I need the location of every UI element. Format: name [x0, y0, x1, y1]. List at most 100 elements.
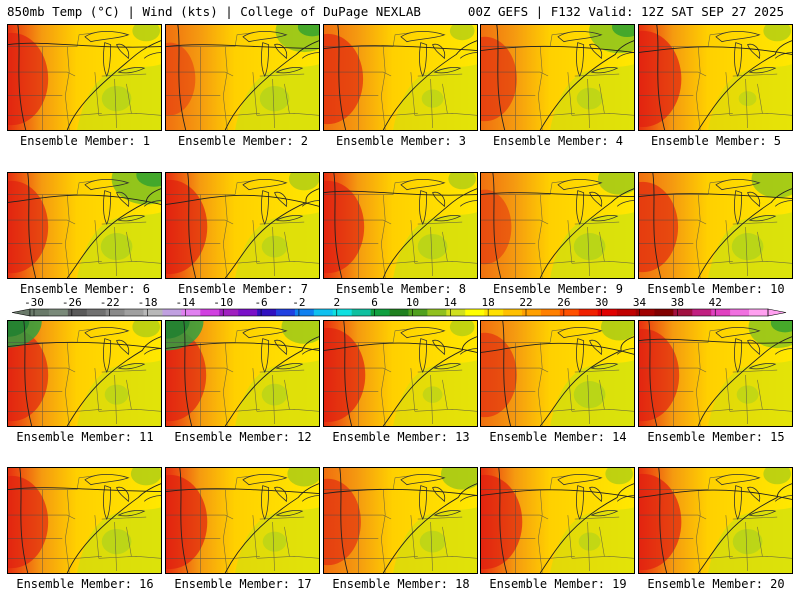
- great-lakes-outline: [400, 326, 477, 373]
- colorbar-swatch: [616, 309, 636, 316]
- ensemble-map-4: [480, 24, 635, 131]
- ensemble-map-12: [165, 320, 320, 427]
- colorbar-swatch: [257, 309, 277, 316]
- great-lakes-outline: [84, 473, 161, 520]
- temperature-field: [639, 321, 792, 426]
- colorbar-swatch: [219, 309, 239, 316]
- colorbar-tick-label: 42: [709, 296, 722, 309]
- ensemble-member-caption: Ensemble Member: 14: [489, 430, 627, 444]
- colorbar-tick-label: 22: [519, 296, 532, 309]
- height-contours: [166, 173, 319, 278]
- ensemble-map-14: [480, 320, 635, 427]
- colorbar-swatch: [370, 309, 390, 316]
- great-lakes-outline: [715, 178, 792, 225]
- colorbar-tick-label: -6: [254, 296, 267, 309]
- height-contours: [324, 468, 477, 573]
- colorbar-tick-label: 6: [371, 296, 378, 309]
- state-boundaries: [166, 32, 319, 130]
- state-boundaries: [8, 475, 161, 573]
- map-title: 850mb Temp (°C) | Wind (kts) | College o…: [7, 4, 421, 19]
- ensemble-member-caption: Ensemble Member: 5: [650, 134, 782, 148]
- valid-time-label: 00Z GEFS | F132 Valid: 12Z SAT SEP 27 20…: [467, 4, 784, 19]
- height-contours: [639, 468, 792, 573]
- height-contours: [324, 25, 477, 130]
- height-contours: [166, 468, 319, 573]
- colorbar-tick-label: -10: [213, 296, 233, 309]
- colorbar-swatch: [389, 309, 409, 316]
- temperature-field: [639, 468, 792, 573]
- temperature-field: [166, 468, 319, 573]
- height-contours: [639, 25, 792, 130]
- colorbar-swatch: [105, 309, 125, 316]
- height-contours: [8, 468, 161, 573]
- colorbar-swatch: [162, 309, 182, 316]
- great-lakes-outline: [400, 30, 477, 77]
- great-lakes-outline: [400, 473, 477, 520]
- temperature-field: [639, 173, 792, 278]
- colorbar-swatch: [200, 309, 220, 316]
- ensemble-member-caption: Ensemble Member: 20: [647, 577, 785, 591]
- ensemble-map-11: [7, 320, 162, 427]
- colorbar-swatch: [30, 309, 50, 316]
- colorbar-swatch: [484, 309, 504, 316]
- colorbar-swatch: [408, 309, 428, 316]
- temperature-field: [166, 25, 319, 130]
- ensemble-map-9: [480, 172, 635, 279]
- ensemble-member-caption: Ensemble Member: 8: [335, 282, 467, 296]
- height-contours: [166, 321, 319, 426]
- colorbar-tick-label: -26: [62, 296, 82, 309]
- state-boundaries: [639, 328, 792, 426]
- colorbar-swatch: [181, 309, 201, 316]
- ensemble-member-caption: Ensemble Member: 16: [16, 577, 154, 591]
- height-contours: [639, 321, 792, 426]
- colorbar-swatch: [654, 309, 674, 316]
- ensemble-member-caption: Ensemble Member: 11: [16, 430, 154, 444]
- temperature-field: [324, 173, 477, 278]
- colorbar-swatch: [313, 309, 334, 316]
- height-contours: [481, 468, 634, 573]
- colorbar-tick-label: 30: [595, 296, 608, 309]
- ensemble-map-1: [7, 24, 162, 131]
- colorbar-swatch: [276, 309, 296, 316]
- ensemble-map-13: [323, 320, 478, 427]
- state-boundaries: [481, 32, 634, 130]
- height-contours: [481, 25, 634, 130]
- ensemble-member-caption: Ensemble Member: 18: [332, 577, 470, 591]
- colorbar-swatch: [522, 309, 542, 316]
- height-contours: [639, 173, 792, 278]
- colorbar-swatch: [48, 309, 69, 316]
- height-contours: [481, 321, 634, 426]
- great-lakes-outline: [84, 30, 161, 77]
- colorbar-swatch: [749, 309, 769, 316]
- colorbar-swatch: [540, 309, 561, 316]
- great-lakes-outline: [242, 473, 319, 520]
- ensemble-member-caption: Ensemble Member: 13: [332, 430, 470, 444]
- ensemble-map-6: [7, 172, 162, 279]
- colorbar-swatch: [143, 309, 163, 316]
- ensemble-map-19: [480, 467, 635, 574]
- ensemble-member-caption: Ensemble Member: 12: [174, 430, 312, 444]
- colorbar-tick-label: 34: [633, 296, 647, 309]
- state-boundaries: [481, 180, 634, 278]
- colorbar-swatch: [67, 309, 88, 316]
- colorbar-tick-label: -18: [138, 296, 158, 309]
- ensemble-member-caption: Ensemble Member: 1: [19, 134, 151, 148]
- ensemble-member-caption: Ensemble Member: 7: [177, 282, 309, 296]
- state-boundaries: [481, 328, 634, 426]
- height-contours: [8, 173, 161, 278]
- state-boundaries: [324, 475, 477, 573]
- height-contours: [8, 321, 161, 426]
- colorbar-swatch: [332, 309, 352, 316]
- temperature-field: [324, 321, 477, 426]
- colorbar-swatch: [238, 309, 258, 316]
- ensemble-map-7: [165, 172, 320, 279]
- ensemble-member-caption: Ensemble Member: 2: [177, 134, 309, 148]
- state-boundaries: [166, 180, 319, 278]
- ensemble-member-caption: Ensemble Member: 3: [335, 134, 467, 148]
- colorbar-tick-label: 18: [482, 296, 495, 309]
- state-boundaries: [639, 180, 792, 278]
- ensemble-member-caption: Ensemble Member: 4: [492, 134, 624, 148]
- temperature-field: [166, 321, 319, 426]
- temperature-field: [8, 25, 161, 130]
- ensemble-map-16: [7, 467, 162, 574]
